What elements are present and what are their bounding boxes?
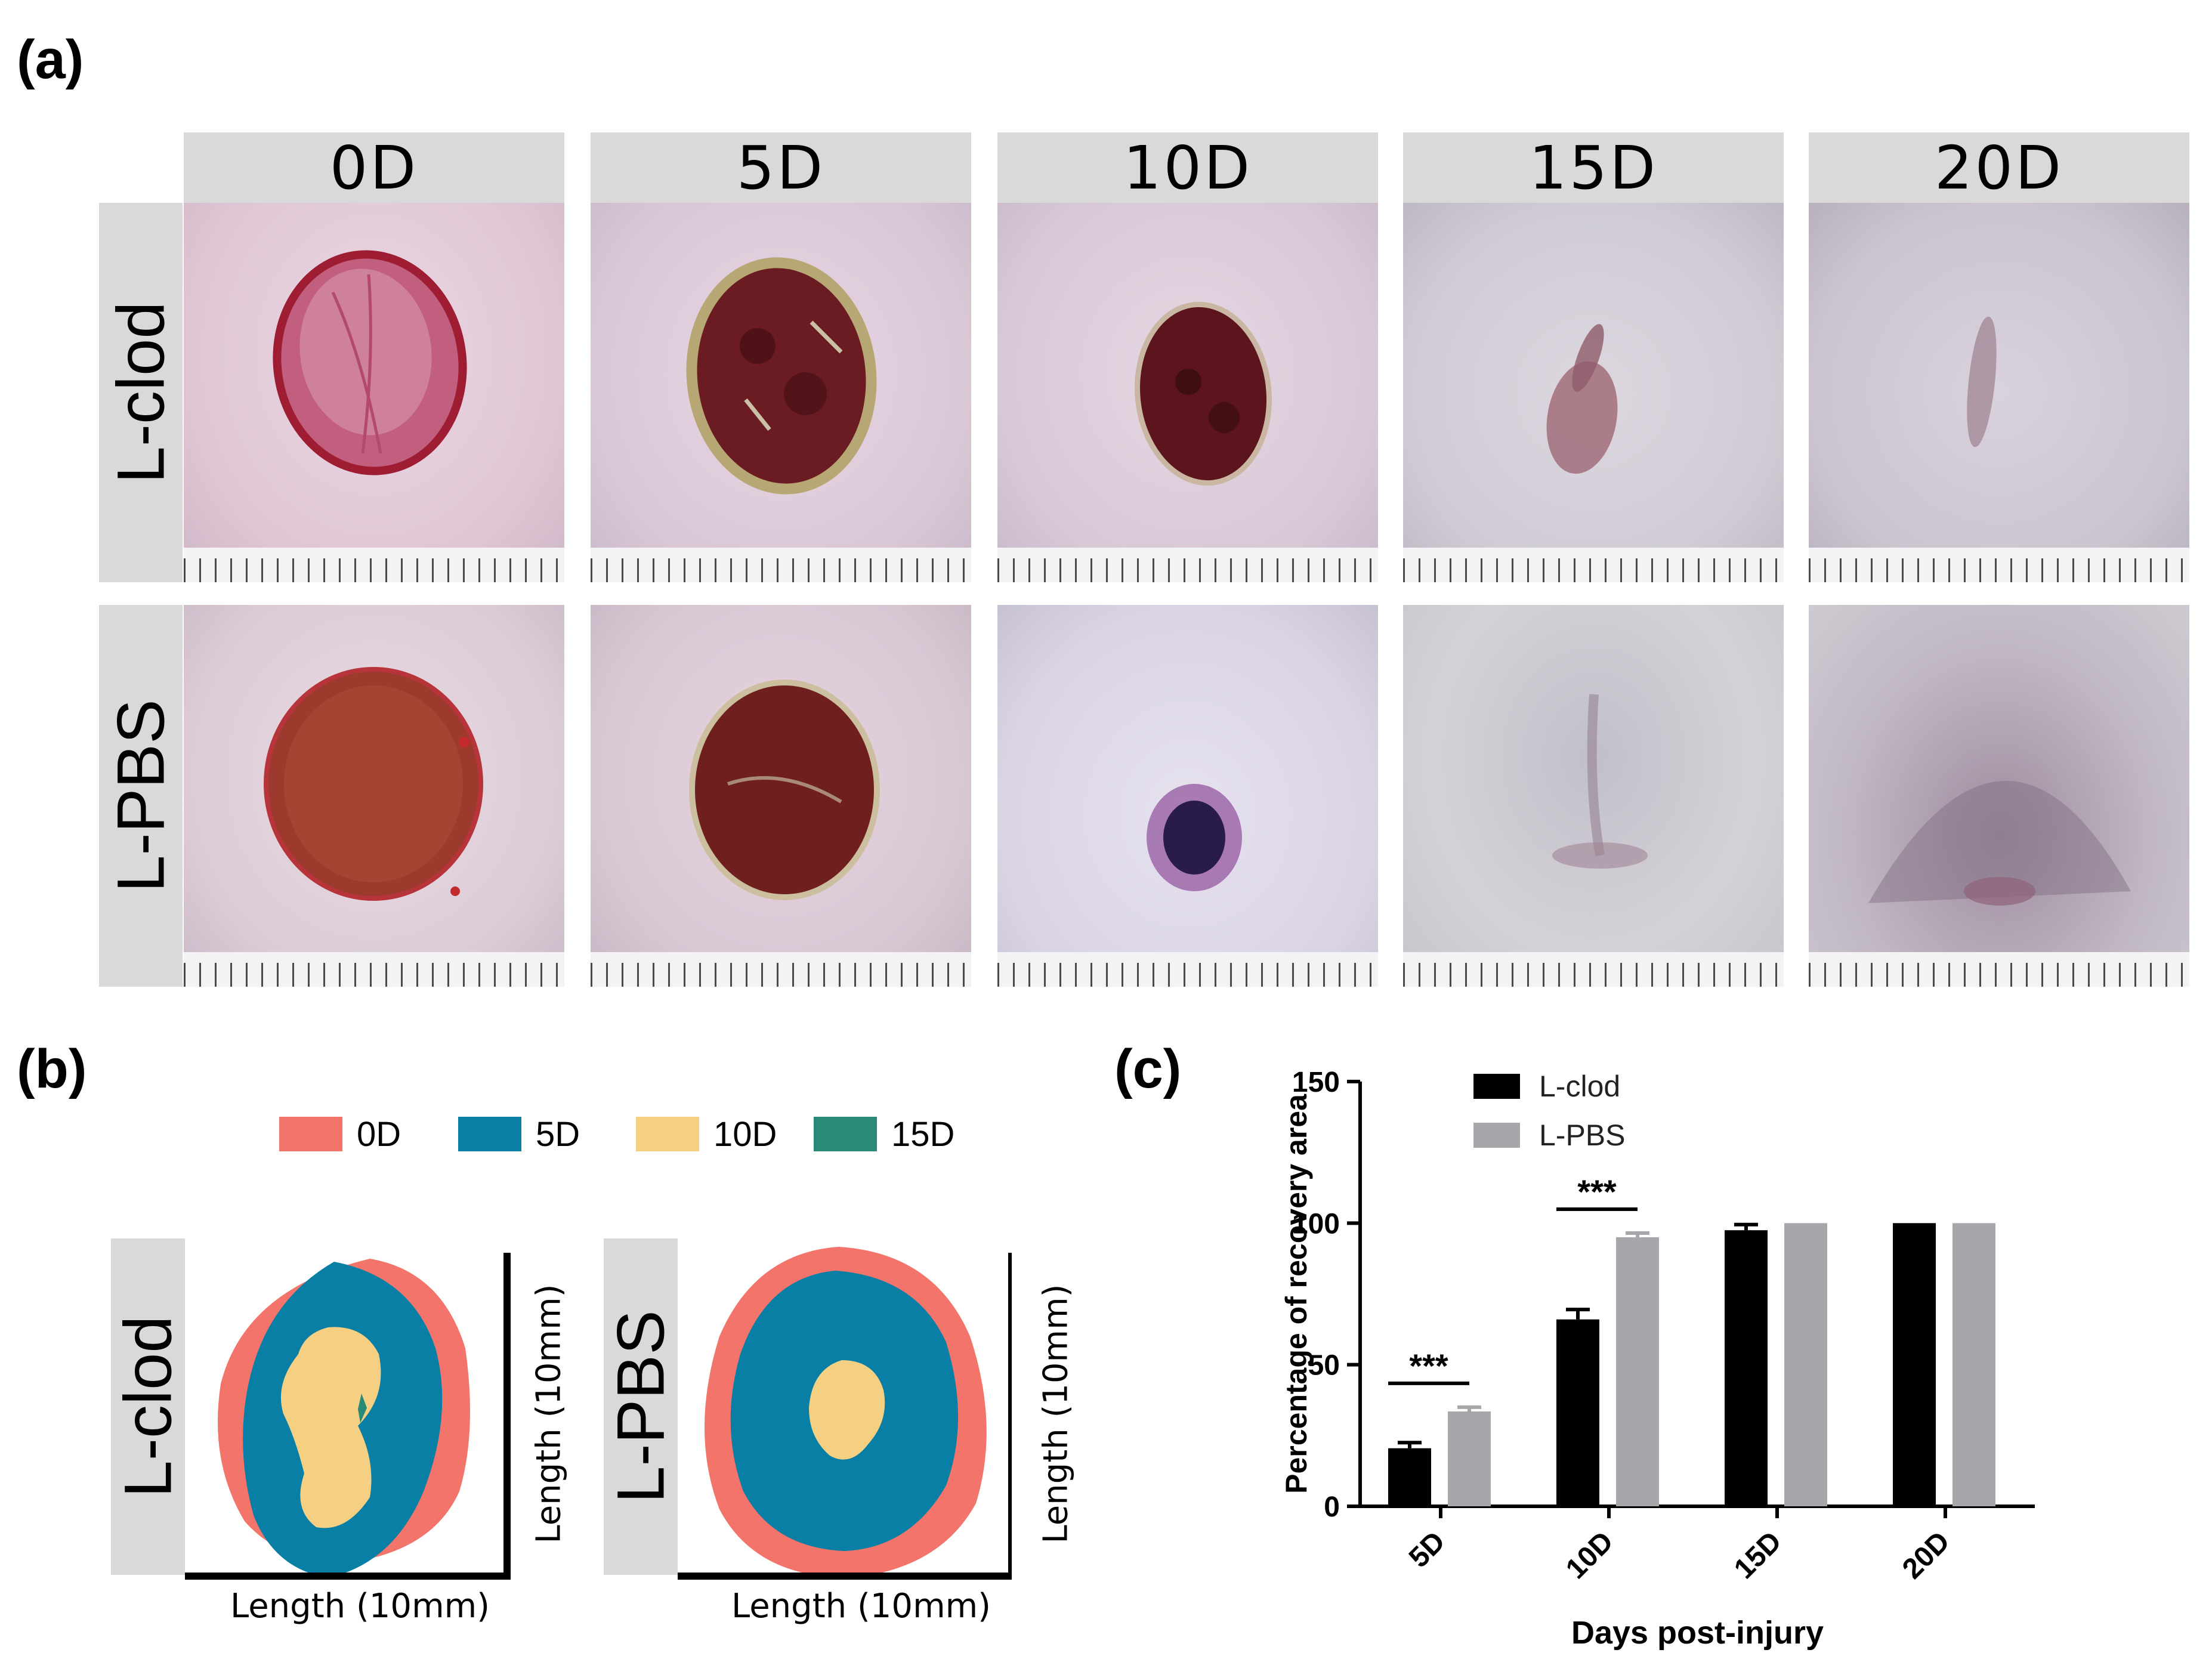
ruler bbox=[591, 952, 971, 987]
photo-l-pbs-10d bbox=[997, 605, 1378, 987]
ruler bbox=[1809, 548, 2189, 582]
row-label-l-clod: L-clod bbox=[103, 301, 178, 484]
map-row-label-l-clod: L-clod bbox=[110, 1315, 186, 1498]
map-row-header-l-clod: L-clod bbox=[110, 1238, 186, 1575]
legend-label-l-pbs: L-PBS bbox=[1539, 1119, 1626, 1152]
row-header-l-clod: L-clod bbox=[99, 203, 183, 582]
photo-l-clod-20d bbox=[1809, 203, 2189, 582]
x-tick-label: 15D bbox=[1728, 1525, 1788, 1585]
y-tick-label: 50 bbox=[1308, 1350, 1340, 1382]
legend-swatch-10d bbox=[636, 1117, 699, 1151]
photo-l-clod-10d bbox=[997, 203, 1378, 582]
column-header-15d: 15D bbox=[1403, 132, 1784, 203]
photo-l-clod-0d bbox=[184, 203, 564, 582]
y-tick-label: 0 bbox=[1324, 1491, 1340, 1523]
x-axis-label: Days post-injury bbox=[1571, 1615, 1824, 1651]
y-tick-label: 150 bbox=[1292, 1067, 1340, 1098]
photo-l-pbs-15d bbox=[1403, 605, 1784, 987]
legend-swatch-15d bbox=[814, 1117, 877, 1151]
bar-l-pbs-20d bbox=[1953, 1223, 1995, 1506]
panel-label-b: (b) bbox=[17, 1039, 87, 1099]
wound-l-pbs-5d bbox=[689, 679, 880, 900]
photo-l-pbs-5d bbox=[591, 605, 971, 987]
ruler bbox=[591, 548, 971, 582]
wound-l-clod-10d bbox=[1134, 301, 1272, 486]
row-label-l-pbs: L-PBS bbox=[103, 699, 178, 892]
legend-label-5d: 5D bbox=[536, 1115, 580, 1154]
wound-l-clod-5d bbox=[686, 257, 877, 495]
map-row-header-l-pbs: L-PBS bbox=[604, 1238, 678, 1575]
bar-l-pbs-10d bbox=[1616, 1237, 1659, 1506]
bar-l-clod-10d bbox=[1556, 1319, 1599, 1506]
significance-label: *** bbox=[1409, 1347, 1448, 1385]
significance-label: *** bbox=[1577, 1173, 1617, 1210]
column-header-5d: 5D bbox=[591, 132, 971, 203]
ruler bbox=[997, 548, 1378, 582]
legend-label-10d: 10D bbox=[713, 1115, 777, 1154]
y-tick-label: 100 bbox=[1292, 1208, 1340, 1240]
ruler bbox=[997, 952, 1378, 987]
column-header-20d: 20D bbox=[1809, 132, 2189, 203]
column-header-10d: 10D bbox=[997, 132, 1378, 203]
legend-swatch-0d bbox=[279, 1117, 342, 1151]
wound-l-clod-20d bbox=[1967, 316, 1997, 447]
legend-label-15d: 15D bbox=[891, 1115, 955, 1154]
bar-l-clod-15d bbox=[1725, 1230, 1768, 1506]
map-xlabel-l-pbs: Length (10mm) bbox=[731, 1587, 991, 1626]
map-xlabel-l-clod: Length (10mm) bbox=[230, 1587, 490, 1626]
map-ylabel-l-clod: Length (10mm) bbox=[529, 1284, 569, 1544]
wound-l-clod-15d bbox=[1546, 324, 1618, 474]
map-row-label-l-pbs: L-PBS bbox=[603, 1310, 678, 1503]
wound-l-pbs-10d bbox=[1147, 784, 1242, 891]
x-tick-label: 10D bbox=[1560, 1525, 1620, 1585]
photo-l-clod-5d bbox=[591, 203, 971, 582]
ruler bbox=[1403, 548, 1784, 582]
row-header-l-pbs: L-PBS bbox=[99, 605, 183, 987]
wound-l-pbs-0d bbox=[264, 667, 483, 901]
bar-l-pbs-15d bbox=[1784, 1223, 1827, 1506]
legend-b: 0D 5D 10D 15D bbox=[279, 1114, 995, 1162]
wound-l-pbs-20d bbox=[1868, 780, 2131, 906]
wound-map-l-pbs bbox=[678, 1247, 1012, 1580]
photo-l-pbs-20d bbox=[1809, 605, 2189, 987]
bar-l-clod-5d bbox=[1388, 1448, 1431, 1506]
legend-label-0d: 0D bbox=[357, 1115, 401, 1154]
ruler bbox=[1809, 952, 2189, 987]
x-tick-label: 20D bbox=[1896, 1525, 1956, 1585]
photo-l-clod-15d bbox=[1403, 203, 1784, 582]
legend-label-l-clod: L-clod bbox=[1539, 1070, 1620, 1103]
photo-l-pbs-0d bbox=[184, 605, 564, 987]
ruler bbox=[184, 952, 564, 987]
legend-swatch-l-pbs bbox=[1473, 1123, 1520, 1148]
legend-swatch-l-clod bbox=[1473, 1074, 1520, 1099]
wound-map-l-clod bbox=[185, 1253, 511, 1580]
chart-recovery-area: 0 50 100 150 5D *** 10D *** 15D 20D Days post-inju… bbox=[1280, 1067, 2035, 1651]
bar-l-pbs-5d bbox=[1448, 1411, 1491, 1506]
wound-l-pbs-15d bbox=[1552, 694, 1648, 869]
x-tick-label: 5D bbox=[1403, 1525, 1451, 1574]
column-header-0d: 0D bbox=[184, 132, 564, 203]
legend-swatch-5d bbox=[458, 1117, 521, 1151]
bar-l-clod-20d bbox=[1893, 1223, 1936, 1506]
ruler bbox=[1403, 952, 1784, 987]
panel-label-c: (c) bbox=[1114, 1039, 1182, 1099]
y-axis-label: Percentage of recovery area bbox=[1280, 1093, 1313, 1494]
wound-l-clod-0d bbox=[273, 250, 467, 475]
ruler bbox=[184, 548, 564, 582]
map-ylabel-l-pbs: Length (10mm) bbox=[1036, 1284, 1076, 1544]
panel-label-a: (a) bbox=[17, 29, 84, 90]
